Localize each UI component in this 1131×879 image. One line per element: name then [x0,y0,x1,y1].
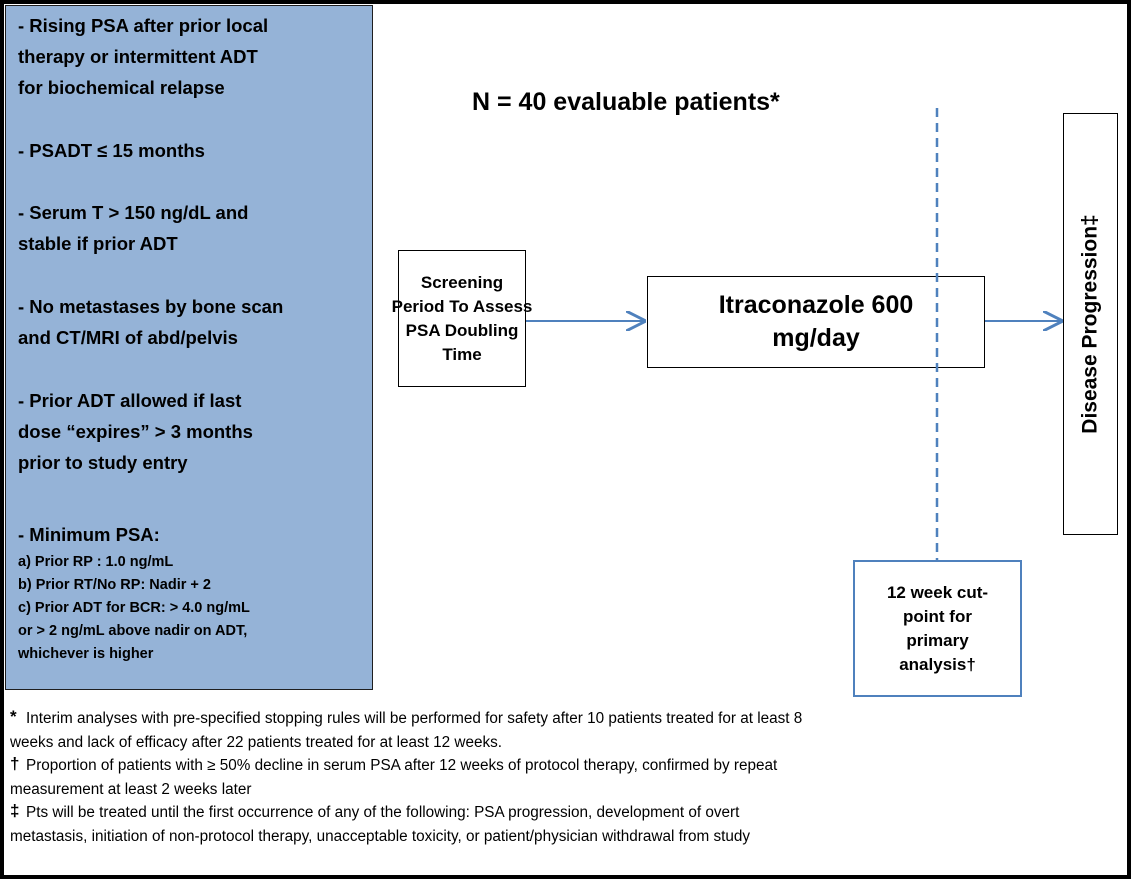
screening-line: Screening [420,272,504,292]
treatment-line: Itraconazole 600 [718,291,914,319]
screening-line: Period To Assess [391,296,533,316]
psa-line: or > 2 ng/mL above nadir on ADT, [18,623,248,639]
criterion-line: - Serum T > 150 ng/dL and [18,202,249,223]
footnote-line: Pts will be treated until the first occu… [26,804,740,821]
footnote-symbol: * [10,707,17,726]
criterion-line: stable if prior ADT [18,233,178,254]
criteria-box: - Rising PSA after prior local therapy or… [5,5,373,690]
criterion-line: therapy or intermittent ADT [18,46,258,67]
criterion-line: - PSADT ≤ 15 months [18,140,205,161]
treatment-box: Itraconazole 600 mg/day [647,276,985,368]
criterion-line: - Rising PSA after prior local [18,15,269,36]
footnote-line: Interim analyses with pre-specified stop… [26,710,803,727]
cutpoint-line: primary [906,630,969,650]
cutpoint-box: 12 week cut-point for primary analysis† [853,560,1022,697]
footnote-line: weeks and lack of efficacy after 22 pati… [10,733,503,751]
criterion-line: dose “expires” > 3 months [18,421,253,442]
cutpoint-line: 12 week cut- [886,582,989,602]
psa-heading: - Minimum PSA: [18,524,160,545]
criterion-line: for biochemical relapse [18,77,225,98]
criterion-line: prior to study entry [18,452,188,473]
footnote-line: Proportion of patients with ≥ 50% declin… [26,757,778,774]
criterion-line: and CT/MRI of abd/pelvis [18,327,238,348]
endpoint-box: Disease Progression‡ [1063,113,1118,535]
psa-line: a) Prior RP : 1.0 ng/mL [18,554,174,570]
treatment-line: mg/day [772,324,860,352]
footnote-line: measurement at least 2 weeks later [10,780,252,798]
footnote-symbol: ‡ [10,801,20,820]
title: N = 40 evaluable patients* [472,88,780,116]
footnote-line: metastasis, initiation of non-protocol t… [10,827,751,845]
cutpoint-line: point for [903,606,972,626]
criterion-line: - Prior ADT allowed if last [18,390,242,411]
footnote-symbol: † [10,754,20,773]
screening-line: Time [442,344,482,364]
psa-line: b) Prior RT/No RP: Nadir + 2 [18,577,211,593]
cutpoint-line: analysis† [899,654,976,674]
screening-line: PSA Doubling [405,320,519,340]
psa-line: c) Prior ADT for BCR: > 4.0 ng/mL [18,600,250,616]
psa-line: whichever is higher [18,646,154,662]
criterion-line: - No metastases by bone scan [18,296,284,317]
screening-box: Screening Period To Assess PSA Doubling Tim… [392,250,532,387]
